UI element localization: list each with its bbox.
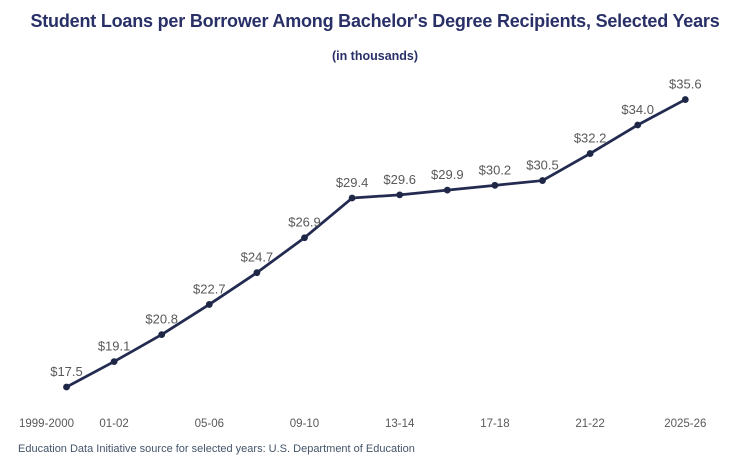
data-label: $30.2 xyxy=(479,162,512,177)
data-label: $22.7 xyxy=(193,281,226,296)
x-axis-tick-label: 2025-26 xyxy=(664,418,706,430)
data-label: $29.6 xyxy=(383,172,416,187)
data-point-marker xyxy=(158,331,166,338)
x-axis-tick-label: 17-18 xyxy=(480,418,509,430)
loan-trend-line xyxy=(65,98,687,389)
data-point-marker xyxy=(586,150,594,157)
x-axis-tick-label: 01-02 xyxy=(99,418,128,430)
data-label: $32.2 xyxy=(574,131,607,146)
data-point-marker xyxy=(396,191,404,199)
data-point-marker xyxy=(205,301,213,308)
data-label: $29.4 xyxy=(336,175,369,190)
data-point-marker xyxy=(634,121,642,129)
data-label: $35.6 xyxy=(669,77,702,92)
data-label: $17.5 xyxy=(50,364,83,379)
data-label: $34.0 xyxy=(621,102,654,117)
data-point-marker xyxy=(491,181,499,189)
data-label: $26.9 xyxy=(288,215,321,230)
source-note: Education Data Initiative source for sel… xyxy=(18,443,415,455)
data-point-marker xyxy=(253,269,261,277)
data-point-marker xyxy=(110,358,118,365)
data-label: $29.9 xyxy=(431,167,464,182)
x-axis-tick-label: 09-10 xyxy=(290,418,319,430)
data-point-marker xyxy=(681,96,689,103)
data-label: $30.5 xyxy=(526,158,559,173)
data-label: $20.8 xyxy=(145,312,178,327)
data-point-marker xyxy=(348,194,356,202)
data-point-marker xyxy=(443,186,451,194)
data-label: $24.7 xyxy=(241,250,274,265)
data-label: $19.1 xyxy=(98,339,131,354)
x-axis-tick-label: 13-14 xyxy=(385,418,415,430)
chart-title: Student Loans per Borrower Among Bachelo… xyxy=(30,11,720,31)
data-point-marker xyxy=(539,177,546,184)
x-axis-tick-label: 05-06 xyxy=(195,418,224,430)
data-point-marker xyxy=(63,383,70,391)
x-axis-tick-label: 1999-2000 xyxy=(19,418,74,430)
chart-subtitle: (in thousands) xyxy=(331,49,419,63)
x-axis-tick-label: 21-22 xyxy=(575,418,604,430)
data-point-marker xyxy=(301,234,308,242)
